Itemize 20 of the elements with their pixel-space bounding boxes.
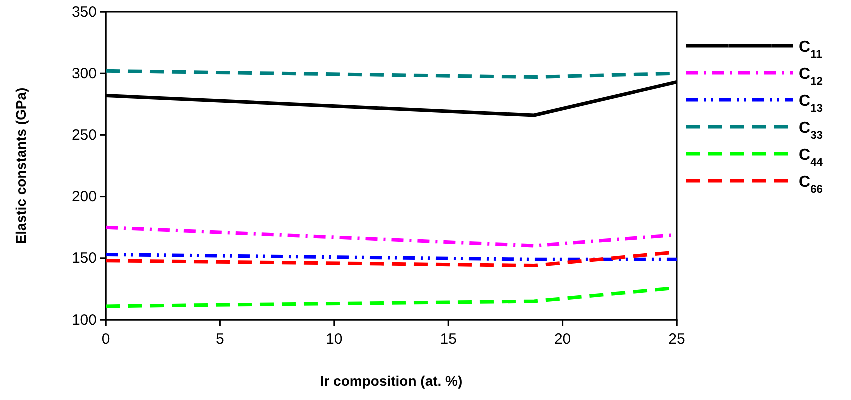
y-tick-label: 300 [72, 65, 97, 82]
y-tick-label: 350 [72, 4, 97, 21]
legend-label: C$_{44}$ [799, 147, 824, 169]
x-tick-label: 25 [668, 331, 686, 348]
y-tick-label: 250 [72, 127, 97, 144]
legend-label: C$_{13}$ [799, 93, 824, 115]
x-tick-label: 20 [554, 331, 572, 348]
x-tick-label: 0 [102, 331, 110, 348]
x-axis-title: Ir composition (at. %) [320, 373, 463, 389]
y-tick-label: 150 [72, 250, 97, 268]
legend-label: C$_{12}$ [799, 66, 824, 88]
y-tick-label: 100 [72, 312, 97, 329]
y-axis-title: Elastic constants (GPa) [13, 88, 29, 244]
legend-label: C$_{66}$ [799, 174, 824, 196]
legend-label: C$_{33}$ [799, 120, 824, 142]
x-tick-label: 10 [326, 331, 343, 348]
legend-label: C$_{11}$ [799, 39, 822, 61]
y-tick-label: 200 [72, 188, 97, 206]
x-tick-label: 15 [440, 331, 457, 348]
x-tick-label: 5 [216, 331, 224, 348]
